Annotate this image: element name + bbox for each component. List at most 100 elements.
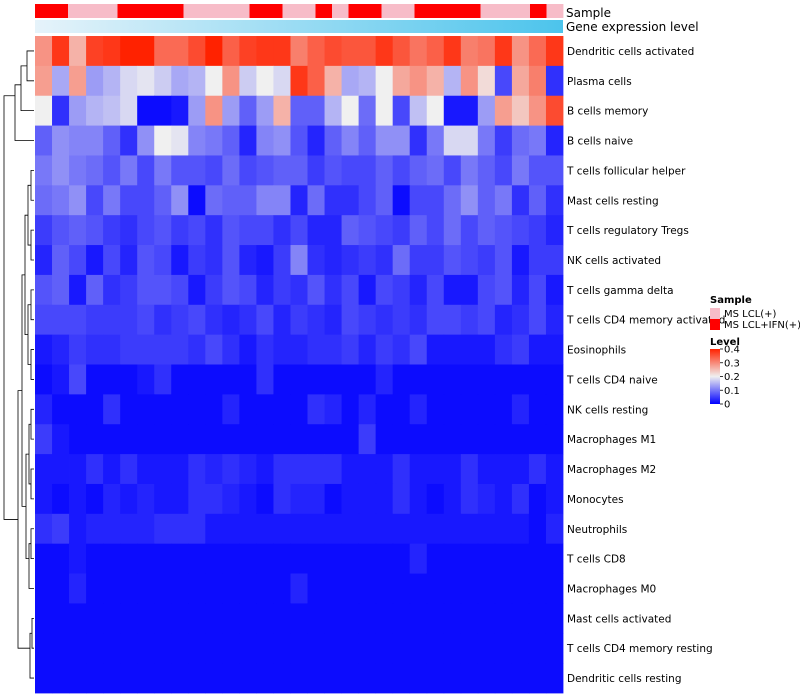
heatmap-cell [409, 125, 428, 156]
heatmap-cell [52, 95, 70, 126]
heatmap-cell [120, 513, 138, 545]
heatmap-cell [528, 394, 547, 425]
heatmap-cell [205, 483, 223, 515]
heatmap-cell [222, 125, 240, 156]
heatmap-cell [392, 573, 411, 604]
sample-cell [332, 4, 349, 18]
heatmap-cell [222, 364, 240, 395]
heatmap-cell [171, 334, 189, 365]
heatmap-cell [477, 603, 496, 634]
heatmap-cell [273, 424, 291, 455]
heatmap-cell [69, 424, 87, 455]
heatmap-cell [86, 513, 104, 545]
heatmap-cell [273, 125, 291, 156]
heatmap-cell [494, 483, 513, 515]
dendrogram-branch [17, 390, 30, 649]
heatmap-cell [120, 603, 138, 634]
heatmap-cell [290, 483, 308, 515]
heatmap-cell [273, 36, 291, 67]
heatmap-cell [205, 185, 223, 216]
heatmap-cell [171, 483, 189, 515]
heatmap-cell [443, 36, 462, 67]
heatmap-cell [239, 95, 257, 126]
heatmap-cell [273, 95, 291, 126]
heatmap-cell [460, 483, 479, 515]
dendrogram-branch [26, 50, 34, 82]
heatmap-cell [137, 36, 155, 67]
heatmap-cell [545, 334, 564, 365]
heatmap-cell [256, 543, 274, 574]
heatmap-cell [52, 603, 70, 634]
row-dendrogram [3, 50, 34, 679]
heatmap-cell [392, 424, 411, 455]
heatmap-cell [137, 394, 155, 425]
heatmap-cell [545, 304, 564, 336]
sample-cell [51, 4, 69, 18]
heatmap-cell [460, 245, 479, 276]
heatmap-cell [375, 125, 394, 156]
heatmap-cell [511, 543, 530, 574]
heatmap-cell [409, 454, 428, 485]
heatmap-cell [460, 513, 479, 545]
heatmap-cell [528, 274, 547, 306]
heatmap-cell [426, 65, 445, 97]
heatmap-cell [69, 454, 87, 485]
heatmap-cell [188, 543, 206, 574]
heatmap-cell [154, 454, 172, 485]
heatmap-cell [375, 95, 394, 126]
dendrogram-branch [30, 289, 34, 321]
sample-cell [200, 4, 217, 18]
heatmap-cell [222, 215, 240, 246]
heatmap-cell [222, 155, 240, 186]
heatmap-cell [392, 483, 411, 515]
heatmap-cell [35, 274, 53, 306]
heatmap-cell [511, 304, 530, 336]
sample-cell [266, 4, 283, 18]
heatmap-cell [409, 573, 428, 604]
heatmap-cell [69, 394, 87, 425]
heatmap-cell [256, 394, 274, 425]
heatmap-cell [205, 215, 223, 246]
heatmap-cell [154, 633, 172, 664]
heatmap-cell [477, 185, 496, 216]
heatmap-cell [392, 513, 411, 545]
heatmap-cell [171, 95, 189, 126]
dendrogram-branch [25, 453, 29, 560]
heatmap-cell [341, 245, 360, 276]
heatmap-cell [545, 245, 564, 276]
heatmap-cell [511, 364, 530, 395]
heatmap-cell [375, 394, 394, 425]
sample-cell [299, 4, 316, 18]
heatmap-cell [188, 394, 206, 425]
legend-swatch-ms-lcl-ifn [710, 319, 720, 330]
heatmap-cell [409, 274, 428, 306]
heatmap-cell [443, 155, 462, 186]
heatmap-cell [120, 543, 138, 574]
heatmap-cell [494, 334, 513, 365]
heatmap-cell [341, 65, 360, 97]
heatmap-cell [460, 65, 479, 97]
heatmap-cell [86, 663, 104, 694]
heatmap-cell [35, 125, 53, 156]
heatmap-cell [290, 304, 308, 336]
heatmap-cell [494, 394, 513, 425]
heatmap-cell [205, 65, 223, 97]
heatmap-cell [256, 424, 274, 455]
heatmap-cell [290, 394, 308, 425]
heatmap-cell [35, 304, 53, 336]
heatmap-cell [392, 394, 411, 425]
heatmap-cell [375, 424, 394, 455]
heatmap-cell [35, 245, 53, 276]
heatmap-cell [290, 65, 308, 97]
dendrogram-branch [30, 528, 34, 560]
heatmap-cell [426, 663, 445, 694]
legend-tick-label: 0.3 [724, 358, 740, 369]
heatmap-cell [460, 95, 479, 126]
heatmap-cell [120, 573, 138, 604]
heatmap-cell [273, 454, 291, 485]
heatmap-cell [511, 125, 530, 156]
heatmap-cell [239, 125, 257, 156]
heatmap-cell [494, 125, 513, 156]
heatmap-cell [477, 95, 496, 126]
heatmap-cell [460, 185, 479, 216]
